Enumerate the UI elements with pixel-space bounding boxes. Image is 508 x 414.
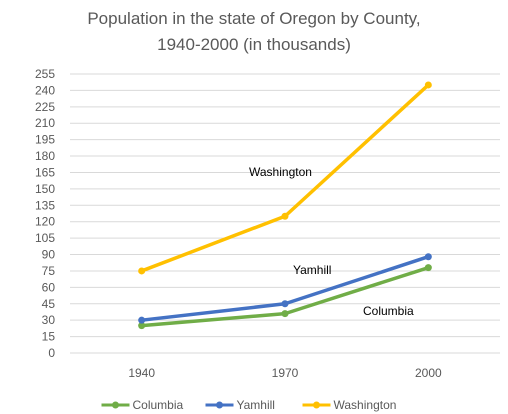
y-tick-label: 15 — [42, 330, 56, 344]
y-tick-label: 195 — [35, 133, 55, 147]
data-point-washington — [424, 81, 432, 89]
y-tick-label: 180 — [35, 149, 55, 163]
annotation-columbia: Columbia — [363, 304, 414, 318]
series-annotations: Washington Yamhill Columbia — [249, 165, 414, 318]
chart-title-line-2: 1940-2000 (in thousands) — [157, 35, 351, 54]
data-point-yamhill — [281, 300, 289, 308]
x-tick-label: 1970 — [272, 366, 299, 380]
legend-label-columbia: Columbia — [133, 398, 184, 412]
legend-item-yamhill: Yamhill — [205, 398, 275, 412]
data-point-columbia — [138, 322, 146, 330]
data-point-washington — [138, 267, 146, 275]
data-point-columbia — [424, 264, 432, 272]
chart-title-line-1: Population in the state of Oregon by Cou… — [87, 9, 420, 28]
legend-item-washington: Washington — [302, 398, 397, 412]
y-tick-label: 135 — [35, 198, 55, 212]
legend-label-washington: Washington — [334, 398, 397, 412]
y-tick-label: 165 — [35, 165, 55, 179]
data-point-yamhill — [138, 316, 146, 324]
chart-title: Population in the state of Oregon by Cou… — [87, 9, 420, 54]
annotation-yamhill: Yamhill — [293, 263, 331, 277]
series-lines — [138, 81, 432, 330]
x-axis-tick-labels: 1940 1970 2000 — [128, 366, 442, 380]
data-point-columbia — [281, 310, 289, 318]
data-point-washington — [281, 212, 289, 220]
y-tick-label: 120 — [35, 215, 55, 229]
legend-marker-columbia — [112, 401, 119, 409]
y-tick-label: 210 — [35, 116, 55, 130]
legend: Columbia Yamhill Washington — [101, 398, 397, 412]
y-tick-label: 150 — [35, 182, 55, 196]
y-tick-label: 45 — [42, 297, 56, 311]
y-tick-label: 0 — [48, 346, 55, 360]
y-tick-label: 90 — [42, 248, 56, 262]
x-tick-label: 2000 — [415, 366, 442, 380]
legend-marker-washington — [313, 401, 320, 409]
legend-item-columbia: Columbia — [101, 398, 184, 412]
data-point-yamhill — [424, 253, 432, 261]
y-tick-label: 30 — [42, 313, 56, 327]
y-tick-label: 105 — [35, 231, 55, 245]
y-tick-label: 225 — [35, 100, 55, 114]
y-axis-tick-labels: 0 15 30 45 60 75 90 105 120 135 150 165 180 195 210 225… — [35, 67, 55, 360]
y-tick-label: 240 — [35, 83, 55, 97]
y-tick-label: 255 — [35, 67, 55, 81]
annotation-washington: Washington — [249, 165, 312, 179]
legend-label-yamhill: Yamhill — [237, 398, 275, 412]
x-tick-label: 1940 — [128, 366, 155, 380]
y-tick-label: 75 — [42, 264, 56, 278]
y-tick-label: 60 — [42, 280, 56, 294]
legend-marker-yamhill — [216, 401, 223, 409]
